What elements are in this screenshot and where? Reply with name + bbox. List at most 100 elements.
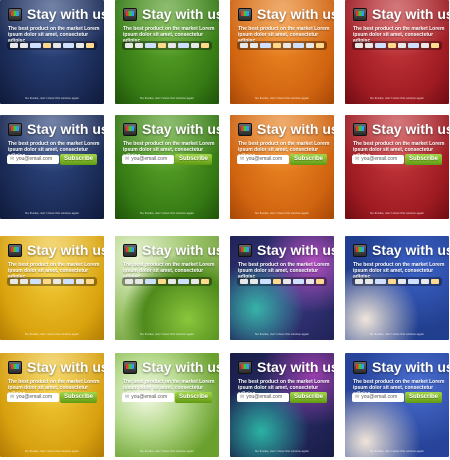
email-field[interactable]: you@email.com [7,155,59,164]
popup-tagline: The best product on the market Lorem ips… [353,26,445,44]
tv-icon [8,361,22,374]
popup-tagline: The best product on the market Lorem ips… [8,262,100,280]
email-field[interactable]: you@email.com [122,393,174,402]
social-share-bar[interactable] [7,41,97,50]
dismiss-link[interactable]: No thanks, don't show this window again [25,96,79,100]
popup-tagline: The best product on the market Lorem ips… [123,262,215,280]
popup-card-green-social: Stay with us! The best product on the ma… [115,0,219,104]
popup-title: Stay with us! [142,359,219,375]
tv-icon [123,361,137,374]
popup-card-navy-email: Stay with us! The best product on the ma… [0,115,104,219]
tv-icon [353,244,367,257]
subscribe-button[interactable]: Subscribe [60,154,97,165]
dismiss-link[interactable]: No thanks, don't show this window again [370,449,424,453]
tv-icon [8,244,22,257]
email-field[interactable]: you@email.com [7,393,59,402]
popup-card-orange-email: Stay with us! The best product on the ma… [230,115,334,219]
tv-icon [238,8,252,21]
email-field[interactable]: you@email.com [352,393,404,402]
subscribe-button[interactable]: Subscribe [405,392,442,403]
dismiss-link[interactable]: No thanks, don't show this window again [25,449,79,453]
popup-card-yellow-email: Stay with us! The best product on the ma… [0,353,104,457]
dismiss-link[interactable]: No thanks, don't show this window again [255,96,309,100]
tv-icon [8,8,22,21]
dismiss-link[interactable]: No thanks, don't show this window again [140,96,194,100]
popup-title: Stay with us! [372,359,449,375]
popup-title: Stay with us! [27,359,104,375]
dismiss-link[interactable]: No thanks, don't show this window again [140,449,194,453]
popup-title: Stay with us! [257,6,334,22]
dismiss-link[interactable]: No thanks, don't show this window again [255,211,309,215]
popup-card-red-social: Stay with us! The best product on the ma… [345,0,449,104]
tv-icon [353,361,367,374]
subscribe-button[interactable]: Subscribe [290,154,327,165]
subscribe-form: you@email.com Subscribe [237,391,327,404]
tv-icon [123,244,137,257]
dismiss-link[interactable]: No thanks, don't show this window again [255,449,309,453]
popup-tagline: The best product on the market Lorem ips… [238,26,330,44]
popup-card-green-email: Stay with us! The best product on the ma… [115,115,219,219]
tv-icon [123,123,137,136]
subscribe-button[interactable]: Subscribe [290,392,327,403]
social-share-bar[interactable] [7,277,97,286]
popup-title: Stay with us! [27,242,104,258]
tv-icon [353,123,367,136]
popup-title: Stay with us! [142,242,219,258]
social-share-bar[interactable] [237,277,327,286]
subscribe-button[interactable]: Subscribe [175,392,212,403]
popup-card-teal-purple-email: Stay with us! The best product on the ma… [230,353,334,457]
dismiss-link[interactable]: No thanks, don't show this window again [25,332,79,336]
dismiss-link[interactable]: No thanks, don't show this window again [370,332,424,336]
popup-title: Stay with us! [372,6,449,22]
email-field[interactable]: you@email.com [352,155,404,164]
dismiss-link[interactable]: No thanks, don't show this window again [255,332,309,336]
subscribe-form: you@email.com Subscribe [122,391,212,404]
tv-icon [238,361,252,374]
social-share-bar[interactable] [122,277,212,286]
subscribe-form: you@email.com Subscribe [7,391,97,404]
subscribe-button[interactable]: Subscribe [405,154,442,165]
subscribe-button[interactable]: Subscribe [175,154,212,165]
tv-icon [238,123,252,136]
popup-card-blurred-blue-social: Stay with us! The best product on the ma… [345,236,449,340]
popup-card-blurred-green-email: Stay with us! The best product on the ma… [115,353,219,457]
subscribe-form: you@email.com Subscribe [237,153,327,166]
tv-icon [238,244,252,257]
popup-title: Stay with us! [27,121,104,137]
dismiss-link[interactable]: No thanks, don't show this window again [140,332,194,336]
social-share-bar[interactable] [237,41,327,50]
email-field[interactable]: you@email.com [122,155,174,164]
popup-title: Stay with us! [27,6,104,22]
popup-title: Stay with us! [372,121,449,137]
social-share-bar[interactable] [352,277,442,286]
tv-icon [8,123,22,136]
popup-card-teal-purple-social: Stay with us! The best product on the ma… [230,236,334,340]
popup-tagline: The best product on the market Lorem ips… [238,262,330,280]
dismiss-link[interactable]: No thanks, don't show this window again [140,211,194,215]
email-field[interactable]: you@email.com [237,393,289,402]
dismiss-link[interactable]: No thanks, don't show this window again [370,211,424,215]
popup-card-blurred-green-social: Stay with us! The best product on the ma… [115,236,219,340]
popup-tagline: The best product on the market Lorem ips… [123,26,215,44]
social-share-bar[interactable] [352,41,442,50]
popup-card-orange-social: Stay with us! The best product on the ma… [230,0,334,104]
subscribe-button[interactable]: Subscribe [60,392,97,403]
popup-card-yellow-social: Stay with us! The best product on the ma… [0,236,104,340]
dismiss-link[interactable]: No thanks, don't show this window again [25,211,79,215]
subscribe-form: you@email.com Subscribe [352,391,442,404]
popup-title: Stay with us! [142,121,219,137]
subscribe-form: you@email.com Subscribe [7,153,97,166]
email-field[interactable]: you@email.com [237,155,289,164]
popup-title: Stay with us! [372,242,449,258]
subscribe-form: you@email.com Subscribe [122,153,212,166]
popup-tagline: The best product on the market Lorem ips… [353,262,445,280]
popup-title: Stay with us! [142,6,219,22]
popup-card-blurred-blue-email: Stay with us! The best product on the ma… [345,353,449,457]
social-share-bar[interactable] [122,41,212,50]
tv-icon [123,8,137,21]
dismiss-link[interactable]: No thanks, don't show this window again [370,96,424,100]
popup-title: Stay with us! [257,121,334,137]
subscribe-form: you@email.com Subscribe [352,153,442,166]
popup-title: Stay with us! [257,359,334,375]
tv-icon [353,8,367,21]
